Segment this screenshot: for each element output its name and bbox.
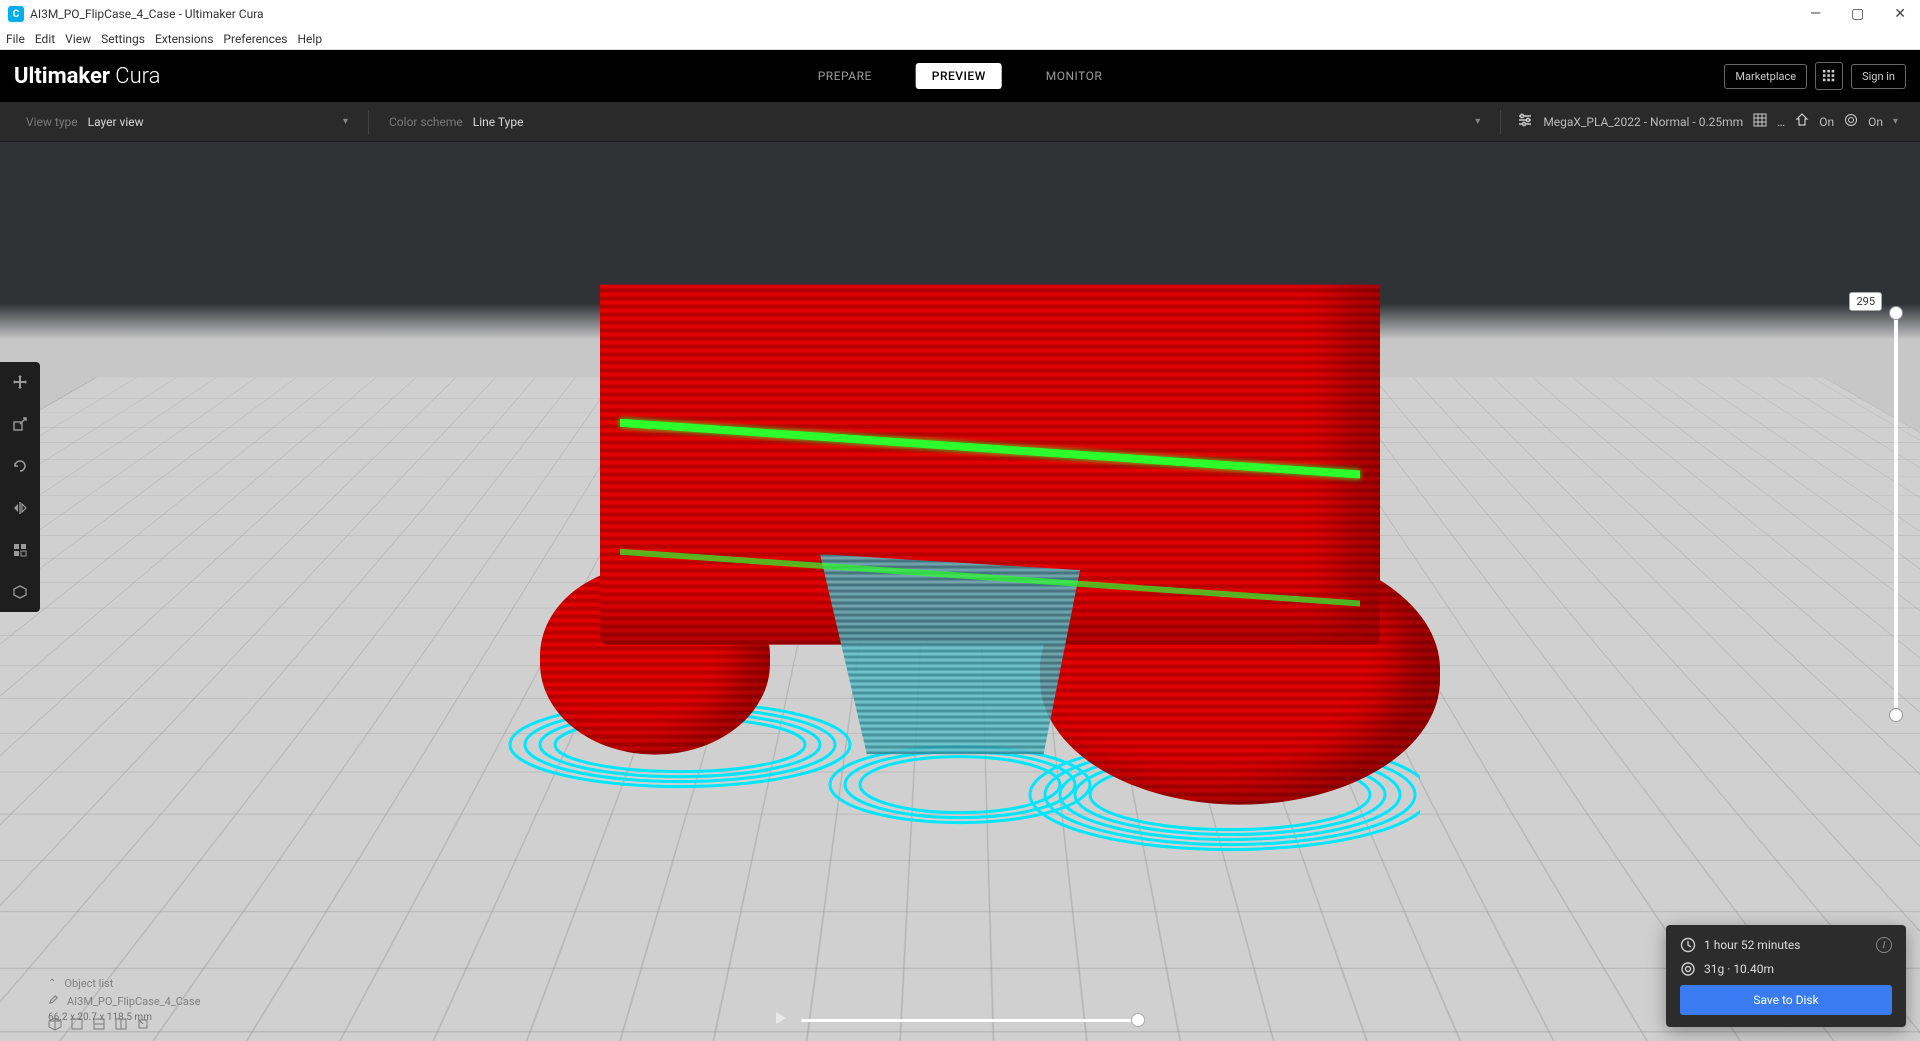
layer-slider-thumb-top[interactable] bbox=[1889, 306, 1903, 320]
material-usage: 31g · 10.40m bbox=[1704, 962, 1774, 976]
chevron-down-icon: ▾ bbox=[1475, 116, 1480, 127]
chevron-up-icon: ⌃ bbox=[48, 978, 56, 989]
clock-icon bbox=[1680, 937, 1696, 953]
print-settings-summary[interactable]: MegaX_PLA_2022 - Normal - 0.25mm … On On… bbox=[1507, 112, 1908, 132]
view-type-dropdown[interactable]: View type Layer view ▾ bbox=[12, 102, 362, 141]
adhesion-icon bbox=[1844, 113, 1858, 131]
tab-prepare[interactable]: PREPARE bbox=[802, 63, 888, 89]
simulation-playbar bbox=[775, 1011, 1145, 1029]
settings-bar: View type Layer view ▾ Color scheme Line… bbox=[0, 102, 1920, 142]
view-mode-icons bbox=[48, 1017, 150, 1041]
layer-count-badge: 295 bbox=[1849, 292, 1882, 311]
pencil-icon bbox=[48, 994, 59, 1008]
app-icon: C bbox=[8, 6, 24, 22]
viewport-3d[interactable]: ⌃ Object list AI3M_PO_FlipCase_4_Case 66… bbox=[0, 142, 1920, 1041]
app-bar: Ultimaker Cura PREPARE PREVIEW MONITOR M… bbox=[0, 50, 1920, 102]
brand-light: Cura bbox=[115, 64, 160, 89]
object-list-label: Object list bbox=[64, 977, 113, 990]
menu-bar: File Edit View Settings Extensions Prefe… bbox=[0, 28, 1920, 50]
tab-monitor[interactable]: MONITOR bbox=[1030, 63, 1119, 89]
support-icon bbox=[1795, 113, 1809, 131]
marketplace-button[interactable]: Marketplace bbox=[1724, 64, 1807, 89]
sliced-model-preview bbox=[520, 284, 1400, 814]
appbar-right: Marketplace Sign in bbox=[1724, 62, 1906, 90]
simulation-track[interactable] bbox=[801, 1019, 1145, 1022]
divider bbox=[368, 110, 369, 134]
divider bbox=[1500, 110, 1501, 134]
adhesion-on: On bbox=[1868, 115, 1883, 129]
menu-help[interactable]: Help bbox=[298, 32, 323, 46]
menu-file[interactable]: File bbox=[6, 32, 25, 46]
layer-slider[interactable]: 295 bbox=[1886, 292, 1906, 722]
chevron-down-icon: ▾ bbox=[1893, 116, 1898, 127]
menu-view[interactable]: View bbox=[65, 32, 91, 46]
window-controls: — ▢ ✕ bbox=[1804, 6, 1912, 22]
support-blocker-tool[interactable] bbox=[6, 578, 34, 606]
info-icon[interactable]: i bbox=[1876, 937, 1892, 953]
move-tool[interactable] bbox=[6, 368, 34, 396]
scale-tool[interactable] bbox=[6, 410, 34, 438]
play-button[interactable] bbox=[775, 1011, 787, 1029]
simulation-thumb[interactable] bbox=[1131, 1013, 1145, 1027]
mirror-tool[interactable] bbox=[6, 494, 34, 522]
minimize-button[interactable]: — bbox=[1804, 6, 1827, 22]
view-left-icon[interactable] bbox=[114, 1017, 128, 1035]
print-time: 1 hour 52 minutes bbox=[1704, 938, 1800, 952]
object-list-item[interactable]: AI3M_PO_FlipCase_4_Case bbox=[48, 994, 200, 1008]
brand-bold: Ultimaker bbox=[14, 64, 110, 89]
tab-preview[interactable]: PREVIEW bbox=[916, 63, 1002, 89]
menu-settings[interactable]: Settings bbox=[101, 32, 145, 46]
slice-info-card: 1 hour 52 minutes i 31g · 10.40m Save to… bbox=[1666, 925, 1906, 1027]
menu-edit[interactable]: Edit bbox=[35, 32, 55, 46]
view-top-icon[interactable] bbox=[92, 1017, 106, 1035]
maximize-button[interactable]: ▢ bbox=[1845, 6, 1870, 22]
menu-extensions[interactable]: Extensions bbox=[155, 32, 213, 46]
window-title: AI3M_PO_FlipCase_4_Case - Ultimaker Cura bbox=[30, 7, 264, 21]
view-type-value: Layer view bbox=[88, 115, 144, 129]
color-scheme-label: Color scheme bbox=[389, 115, 463, 129]
left-toolbar bbox=[0, 362, 40, 612]
object-list-header-row[interactable]: ⌃ Object list bbox=[48, 977, 200, 990]
mesh-tool[interactable] bbox=[6, 536, 34, 564]
view-front-icon[interactable] bbox=[70, 1017, 84, 1035]
menu-preferences[interactable]: Preferences bbox=[223, 32, 287, 46]
signin-button[interactable]: Sign in bbox=[1851, 64, 1906, 89]
brand-logo: Ultimaker Cura bbox=[14, 64, 160, 89]
color-scheme-dropdown[interactable]: Color scheme Line Type ▾ bbox=[375, 102, 1494, 141]
save-to-disk-button[interactable]: Save to Disk bbox=[1680, 985, 1892, 1015]
infill-icon bbox=[1753, 113, 1767, 131]
profile-name: MegaX_PLA_2022 - Normal - 0.25mm bbox=[1543, 115, 1743, 129]
window-titlebar: C AI3M_PO_FlipCase_4_Case - Ultimaker Cu… bbox=[0, 0, 1920, 28]
view-type-label: View type bbox=[26, 115, 78, 129]
object-file-name: AI3M_PO_FlipCase_4_Case bbox=[67, 995, 200, 1008]
apps-grid-icon[interactable] bbox=[1815, 62, 1843, 90]
view-right-icon[interactable] bbox=[136, 1017, 150, 1035]
sliders-icon bbox=[1517, 112, 1533, 132]
layer-slider-thumb-bottom[interactable] bbox=[1889, 708, 1903, 722]
color-scheme-value: Line Type bbox=[473, 115, 524, 129]
support-on: On bbox=[1819, 115, 1834, 129]
ellipsis: … bbox=[1777, 115, 1785, 129]
view-3d-icon[interactable] bbox=[48, 1017, 62, 1035]
chevron-down-icon: ▾ bbox=[343, 116, 348, 127]
filament-icon bbox=[1680, 961, 1696, 977]
close-button[interactable]: ✕ bbox=[1888, 6, 1912, 22]
stage-tabs: PREPARE PREVIEW MONITOR bbox=[802, 63, 1119, 89]
rotate-tool[interactable] bbox=[6, 452, 34, 480]
layer-slider-track[interactable] bbox=[1894, 310, 1898, 718]
